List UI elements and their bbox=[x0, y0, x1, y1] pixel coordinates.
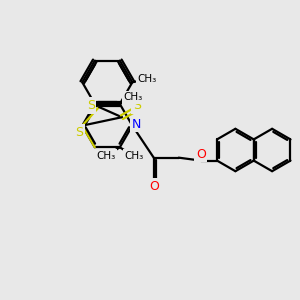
Text: O: O bbox=[149, 180, 159, 193]
Text: CH₃: CH₃ bbox=[123, 92, 143, 103]
Text: CH₃: CH₃ bbox=[96, 151, 115, 161]
Text: S: S bbox=[133, 99, 141, 112]
Text: CH₃: CH₃ bbox=[137, 74, 157, 84]
Text: CH₃: CH₃ bbox=[124, 151, 144, 161]
Text: N: N bbox=[132, 118, 141, 131]
Text: S: S bbox=[87, 99, 95, 112]
Text: S: S bbox=[75, 126, 83, 139]
Text: O: O bbox=[196, 148, 206, 160]
